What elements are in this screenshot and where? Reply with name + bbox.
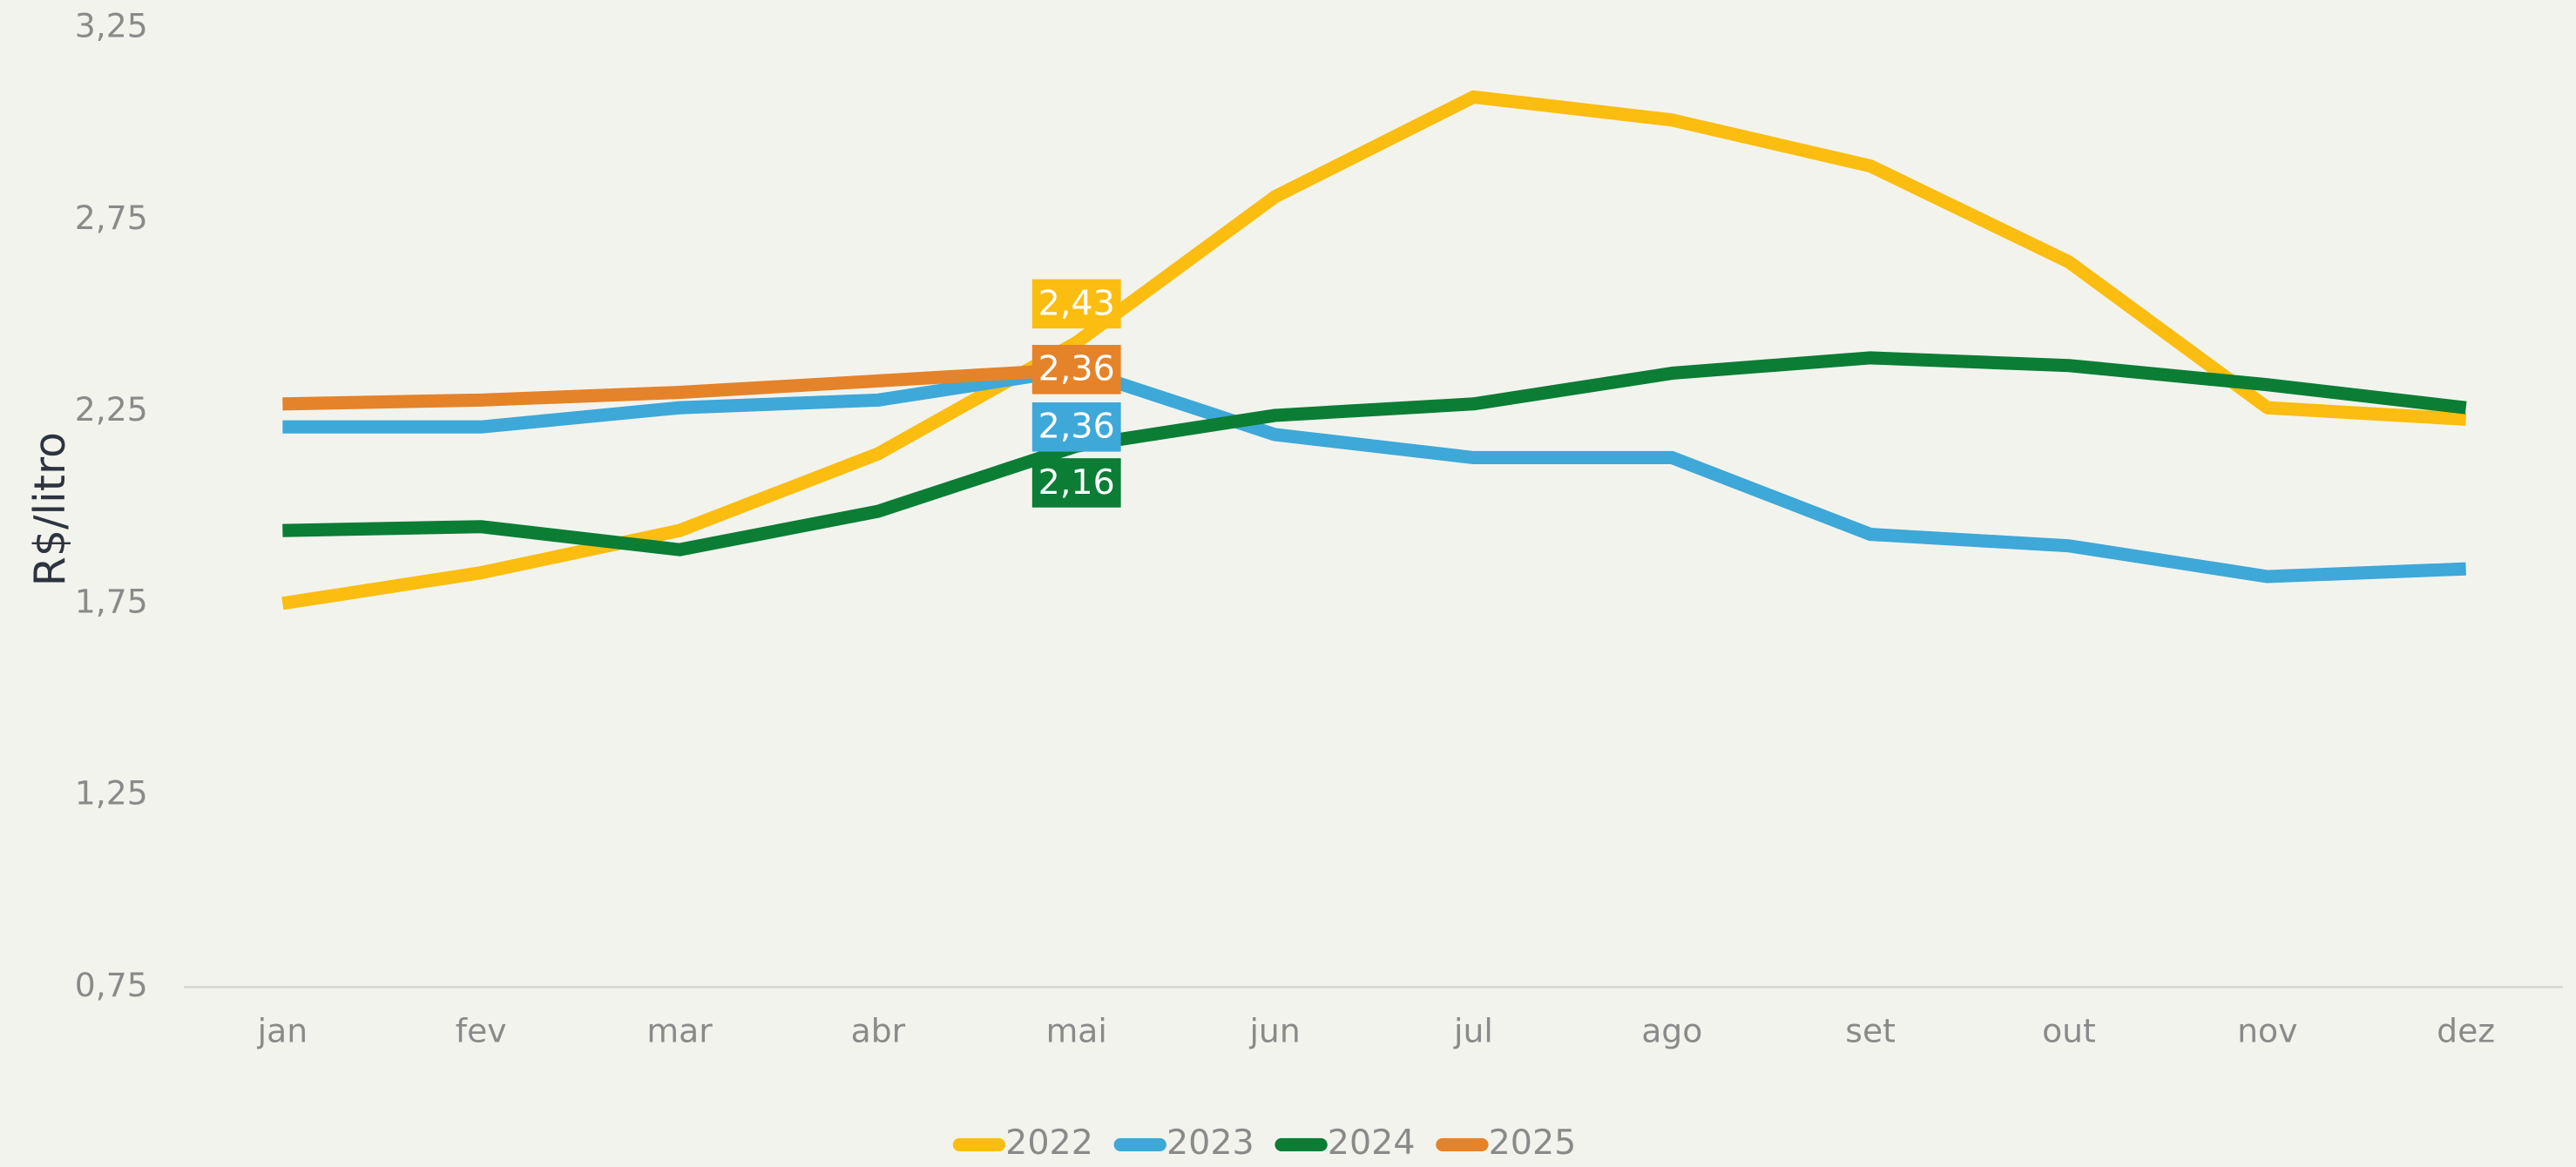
y-tick-label: 3,25: [75, 7, 148, 45]
data-label: 2,36: [1038, 407, 1115, 447]
x-tick-label: out: [2042, 1012, 2096, 1050]
data-label-box: [1031, 458, 1121, 508]
x-tick-label: jan: [257, 1012, 308, 1050]
x-tick-label: jun: [1248, 1012, 1300, 1050]
x-tick-label: fev: [456, 1012, 507, 1050]
y-tick-label: 2,25: [75, 390, 148, 428]
series-line: [282, 362, 1078, 411]
legend-label: 2023: [1166, 1123, 1254, 1163]
data-label: 2,36: [1038, 349, 1115, 389]
series-line: [282, 362, 2466, 584]
y-axis-label: R$/litro: [24, 432, 75, 586]
x-tick-label: abr: [851, 1012, 906, 1050]
data-label: 2,16: [1038, 462, 1115, 503]
y-tick-label: 0,75: [75, 966, 148, 1004]
legend-label: 2022: [1005, 1123, 1093, 1163]
x-tick-label: dez: [2437, 1012, 2495, 1050]
legend-label: 2024: [1328, 1123, 1416, 1163]
y-tick-label: 2,75: [75, 199, 148, 237]
series-line: [282, 351, 2467, 557]
x-tick-label: nov: [2237, 1012, 2297, 1050]
legend-label: 2025: [1489, 1123, 1577, 1163]
x-tick-label: ago: [1641, 1012, 1702, 1050]
x-tick-label: mai: [1046, 1012, 1107, 1050]
y-tick-label: 1,25: [75, 774, 148, 813]
x-tick-label: mar: [646, 1012, 713, 1050]
series-line: [281, 90, 2467, 610]
data-label-box: [1031, 279, 1121, 329]
x-tick-label: set: [1845, 1012, 1896, 1050]
data-label: 2,43: [1038, 283, 1115, 323]
y-tick-label: 1,75: [75, 582, 148, 620]
data-label-box: [1031, 402, 1121, 452]
x-tick-label: jul: [1453, 1012, 1493, 1050]
data-label-box: [1031, 345, 1121, 395]
